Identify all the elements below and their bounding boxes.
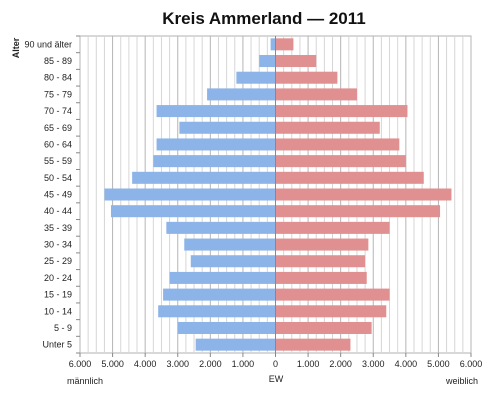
category-label: 10 - 14: [44, 306, 72, 316]
bars: [104, 36, 452, 353]
bar-female: [275, 121, 380, 134]
category-label: 90 und älter: [24, 39, 72, 49]
x-tick-label: 4.000: [134, 359, 157, 369]
bar-female: [275, 171, 424, 184]
bar-male: [166, 221, 276, 234]
x-tick-label: 4.000: [395, 359, 418, 369]
category-label: 65 - 69: [44, 123, 72, 133]
bar-female: [275, 188, 452, 201]
x-tick-label: 3.000: [166, 359, 189, 369]
category-label: 35 - 39: [44, 223, 72, 233]
category-label: 60 - 64: [44, 139, 72, 149]
bar-female: [275, 288, 390, 301]
bar-male: [169, 271, 276, 284]
bar-female: [275, 71, 338, 84]
category-label: 5 - 9: [54, 323, 72, 333]
bar-male: [259, 55, 276, 68]
bar-male: [195, 338, 276, 351]
bar-female: [275, 255, 366, 268]
bar-female: [275, 105, 408, 118]
x-tick-label: 2.000: [329, 359, 352, 369]
bar-female: [275, 38, 294, 51]
right-side-label: weiblich: [445, 376, 478, 386]
bar-male: [132, 171, 276, 184]
bar-male: [177, 321, 276, 334]
bar-female: [275, 205, 441, 218]
bar-male: [104, 188, 276, 201]
y-axis-label: Alter: [11, 37, 21, 58]
bar-male: [156, 105, 276, 118]
bar-male: [190, 255, 276, 268]
category-label: 20 - 24: [44, 273, 72, 283]
left-side-label: männlich: [67, 376, 103, 386]
category-label: Unter 5: [42, 340, 72, 350]
x-tick-label: 1.000: [232, 359, 255, 369]
category-label: 15 - 19: [44, 290, 72, 300]
category-label: 55 - 59: [44, 156, 72, 166]
x-tick-label: 3.000: [362, 359, 385, 369]
x-tick-label: 5.000: [101, 359, 124, 369]
x-tick-labels: 6.000 5.000 4.000 3.000 2.000 1.000 0 1.000 2.00…: [69, 353, 483, 369]
bar-female: [275, 321, 372, 334]
bar-male: [184, 238, 276, 251]
bar-male: [163, 288, 276, 301]
x-tick-label: 6.000: [69, 359, 92, 369]
bar-female: [275, 88, 357, 101]
x-axis-label: EW: [269, 374, 284, 384]
category-label: 85 - 89: [44, 56, 72, 66]
bar-female: [275, 238, 369, 251]
x-tick-label: 6.000: [460, 359, 483, 369]
category-label: 40 - 44: [44, 206, 72, 216]
category-label: 80 - 84: [44, 73, 72, 83]
category-labels: 90 und älter 85 - 89 80 - 84 75 - 79 70 - 74…: [24, 39, 72, 349]
bar-male: [156, 138, 276, 151]
bar-female: [275, 221, 390, 234]
x-tick-label: 0: [273, 359, 278, 369]
category-label: 45 - 49: [44, 190, 72, 200]
bar-female: [275, 155, 406, 168]
x-tick-label: 1.000: [297, 359, 320, 369]
bar-female: [275, 138, 400, 151]
bar-female: [275, 338, 351, 351]
x-tick-label: 5.000: [427, 359, 450, 369]
category-label: 70 - 74: [44, 106, 72, 116]
bar-male: [158, 305, 276, 318]
bar-male: [153, 155, 276, 168]
bar-male: [207, 88, 276, 101]
category-label: 30 - 34: [44, 240, 72, 250]
chart-title: Kreis Ammerland — 2011: [162, 9, 365, 28]
bar-male: [110, 205, 276, 218]
bar-male: [270, 38, 276, 51]
bar-female: [275, 305, 387, 318]
category-label: 75 - 79: [44, 89, 72, 99]
category-label: 50 - 54: [44, 173, 72, 183]
bar-male: [236, 71, 276, 84]
x-tick-label: 2.000: [199, 359, 222, 369]
bar-female: [275, 271, 367, 284]
category-label: 25 - 29: [44, 256, 72, 266]
bar-female: [275, 55, 317, 68]
bar-male: [179, 121, 276, 134]
